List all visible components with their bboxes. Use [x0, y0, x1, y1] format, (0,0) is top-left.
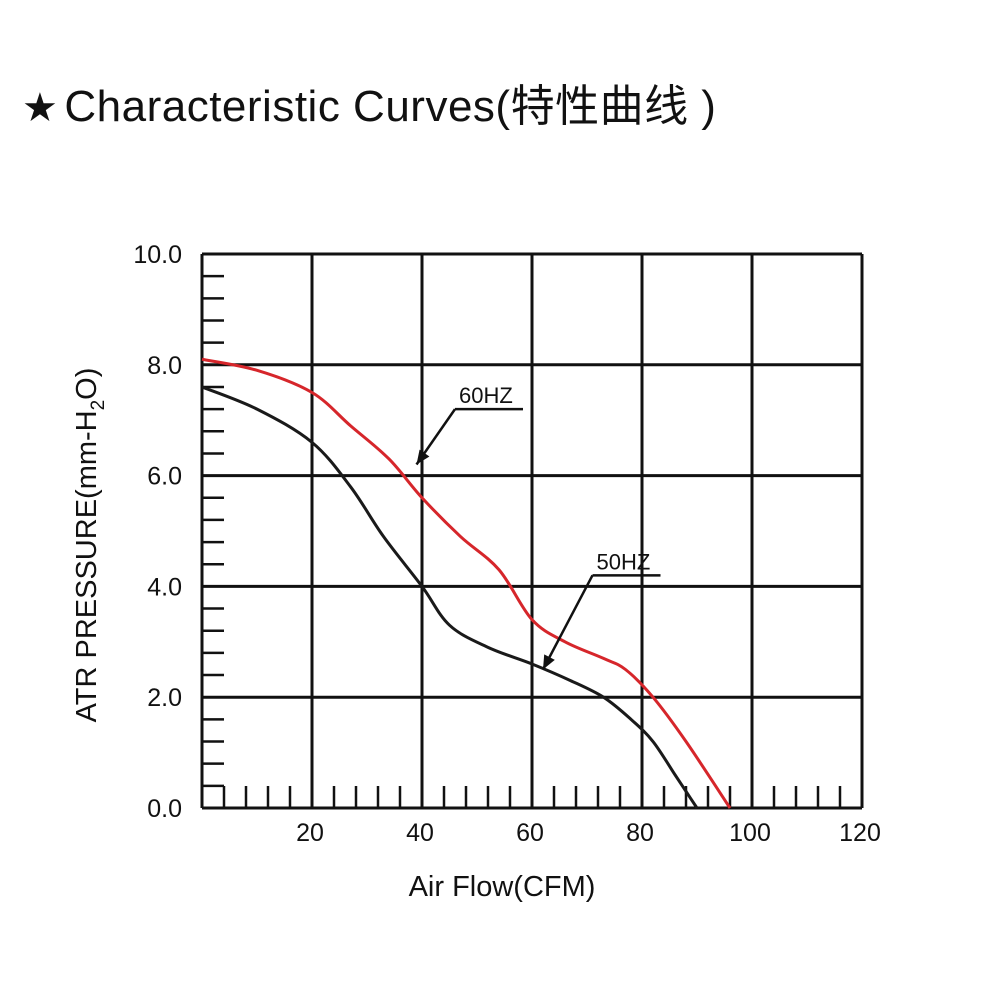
series: [201, 357, 732, 809]
y-tick-label: 10.0: [133, 241, 182, 269]
annotation-label: 60HZ: [459, 383, 513, 408]
annotation-label: 50HZ: [597, 549, 651, 574]
y-axis-label-subscript: 2: [88, 400, 109, 411]
y-axis-label: ATR PRESSURE(mm-H2O): [71, 368, 109, 723]
y-axis-label-main: ATR PRESSURE(mm-H: [71, 410, 103, 722]
series-line-50hz: [201, 385, 699, 809]
series-line-60hz: [201, 357, 732, 809]
chart-title-text: Characteristic Curves(特性曲线 ): [64, 82, 717, 131]
y-tick-label: 2.0: [147, 684, 182, 712]
arrowhead-icon: [543, 654, 555, 670]
y-tick-label: 8.0: [147, 352, 182, 380]
chart-title: ★ Characteristic Curves(特性曲线 ): [22, 70, 716, 134]
x-tick-label: 40: [406, 819, 434, 847]
x-tick-label: 20: [296, 819, 324, 847]
y-tick-label: 4.0: [147, 573, 182, 601]
y-axis-label-end: O): [71, 368, 103, 400]
x-axis-label: Air Flow(CFM): [409, 871, 596, 903]
x-tick-label: 120: [839, 819, 881, 847]
y-tick-label: 6.0: [147, 463, 182, 491]
x-tick-label: 80: [626, 819, 654, 847]
y-tick-label: 0.0: [147, 795, 182, 823]
annotation-leader: [541, 574, 594, 671]
tick-labels: 0.0 2.0 4.0 6.0 8.0 10.0 20 40 60 80 100 120: [133, 241, 881, 847]
grid: [200, 252, 864, 810]
annotations: 60HZ 50HZ: [415, 383, 661, 671]
x-tick-label: 60: [516, 819, 544, 847]
x-tick-label: 100: [729, 819, 771, 847]
star-icon: ★: [22, 86, 59, 130]
arrowhead-icon: [416, 449, 430, 465]
